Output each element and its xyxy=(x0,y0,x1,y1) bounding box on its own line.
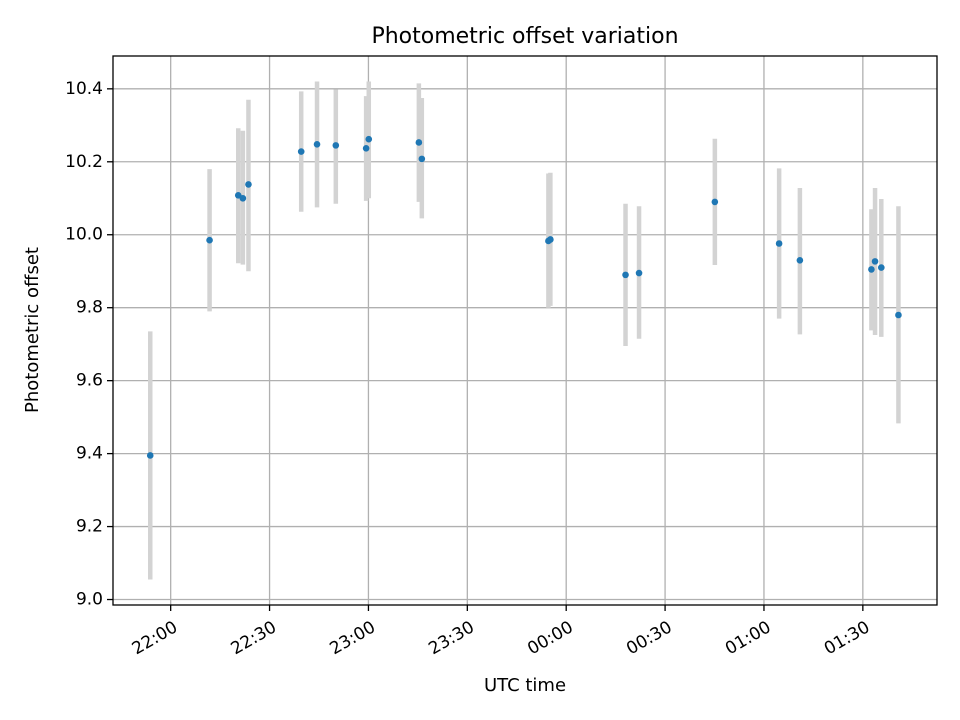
data-point xyxy=(775,240,783,247)
data-point xyxy=(871,258,879,265)
y-tick-label: 9.2 xyxy=(76,517,103,537)
data-point xyxy=(332,142,340,149)
data-point xyxy=(297,148,305,155)
data-point xyxy=(547,236,554,243)
y-tick-label: 9.6 xyxy=(76,371,103,391)
data-point xyxy=(635,269,643,277)
data-point xyxy=(362,144,370,152)
y-tick-label: 10.4 xyxy=(65,79,103,99)
y-tick-label: 9.0 xyxy=(76,590,103,610)
data-point xyxy=(313,140,321,148)
data-points xyxy=(146,135,902,459)
y-tick-label: 10.2 xyxy=(65,152,103,172)
chart-title: Photometric offset variation xyxy=(371,24,678,49)
x-axis-label: UTC time xyxy=(484,675,566,696)
data-point xyxy=(418,155,426,163)
data-point xyxy=(245,181,252,188)
data-point xyxy=(796,256,804,264)
data-point xyxy=(415,139,423,146)
data-point xyxy=(206,236,213,244)
y-tick-label: 9.8 xyxy=(76,298,103,318)
data-point xyxy=(877,264,885,271)
y-axis-label: Photometric offset xyxy=(22,247,43,413)
data-point xyxy=(868,266,875,273)
data-point xyxy=(711,198,719,206)
data-point xyxy=(365,135,373,143)
y-tick-label: 9.4 xyxy=(76,444,103,464)
plot-area-frame xyxy=(112,55,938,606)
data-point xyxy=(622,271,629,279)
y-tick-label: 10.0 xyxy=(65,225,103,245)
data-point xyxy=(239,194,247,202)
data-point xyxy=(895,311,902,319)
data-point xyxy=(146,452,154,459)
